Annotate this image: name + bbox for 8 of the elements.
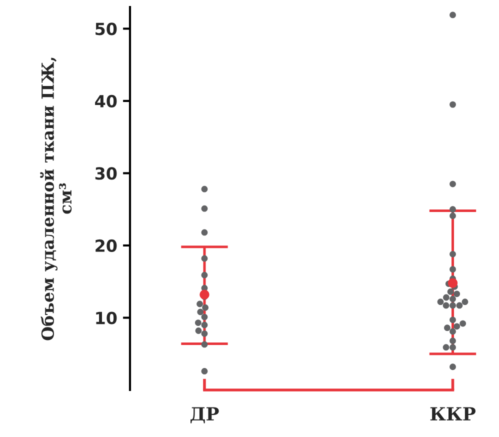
y-axis-title: Объем удаленной ткани ПЖ, см³ xyxy=(40,58,72,340)
y-tick-label: 20 xyxy=(96,239,117,252)
y-tick-label: 50 xyxy=(96,22,117,36)
x-tick-label: ДР xyxy=(190,407,219,424)
y-tick-label: 30 xyxy=(95,167,117,180)
y-tick-label: 40 xyxy=(95,94,117,108)
y-tick-label: 10 xyxy=(96,312,117,324)
x-tick-label: ККР xyxy=(430,407,476,420)
